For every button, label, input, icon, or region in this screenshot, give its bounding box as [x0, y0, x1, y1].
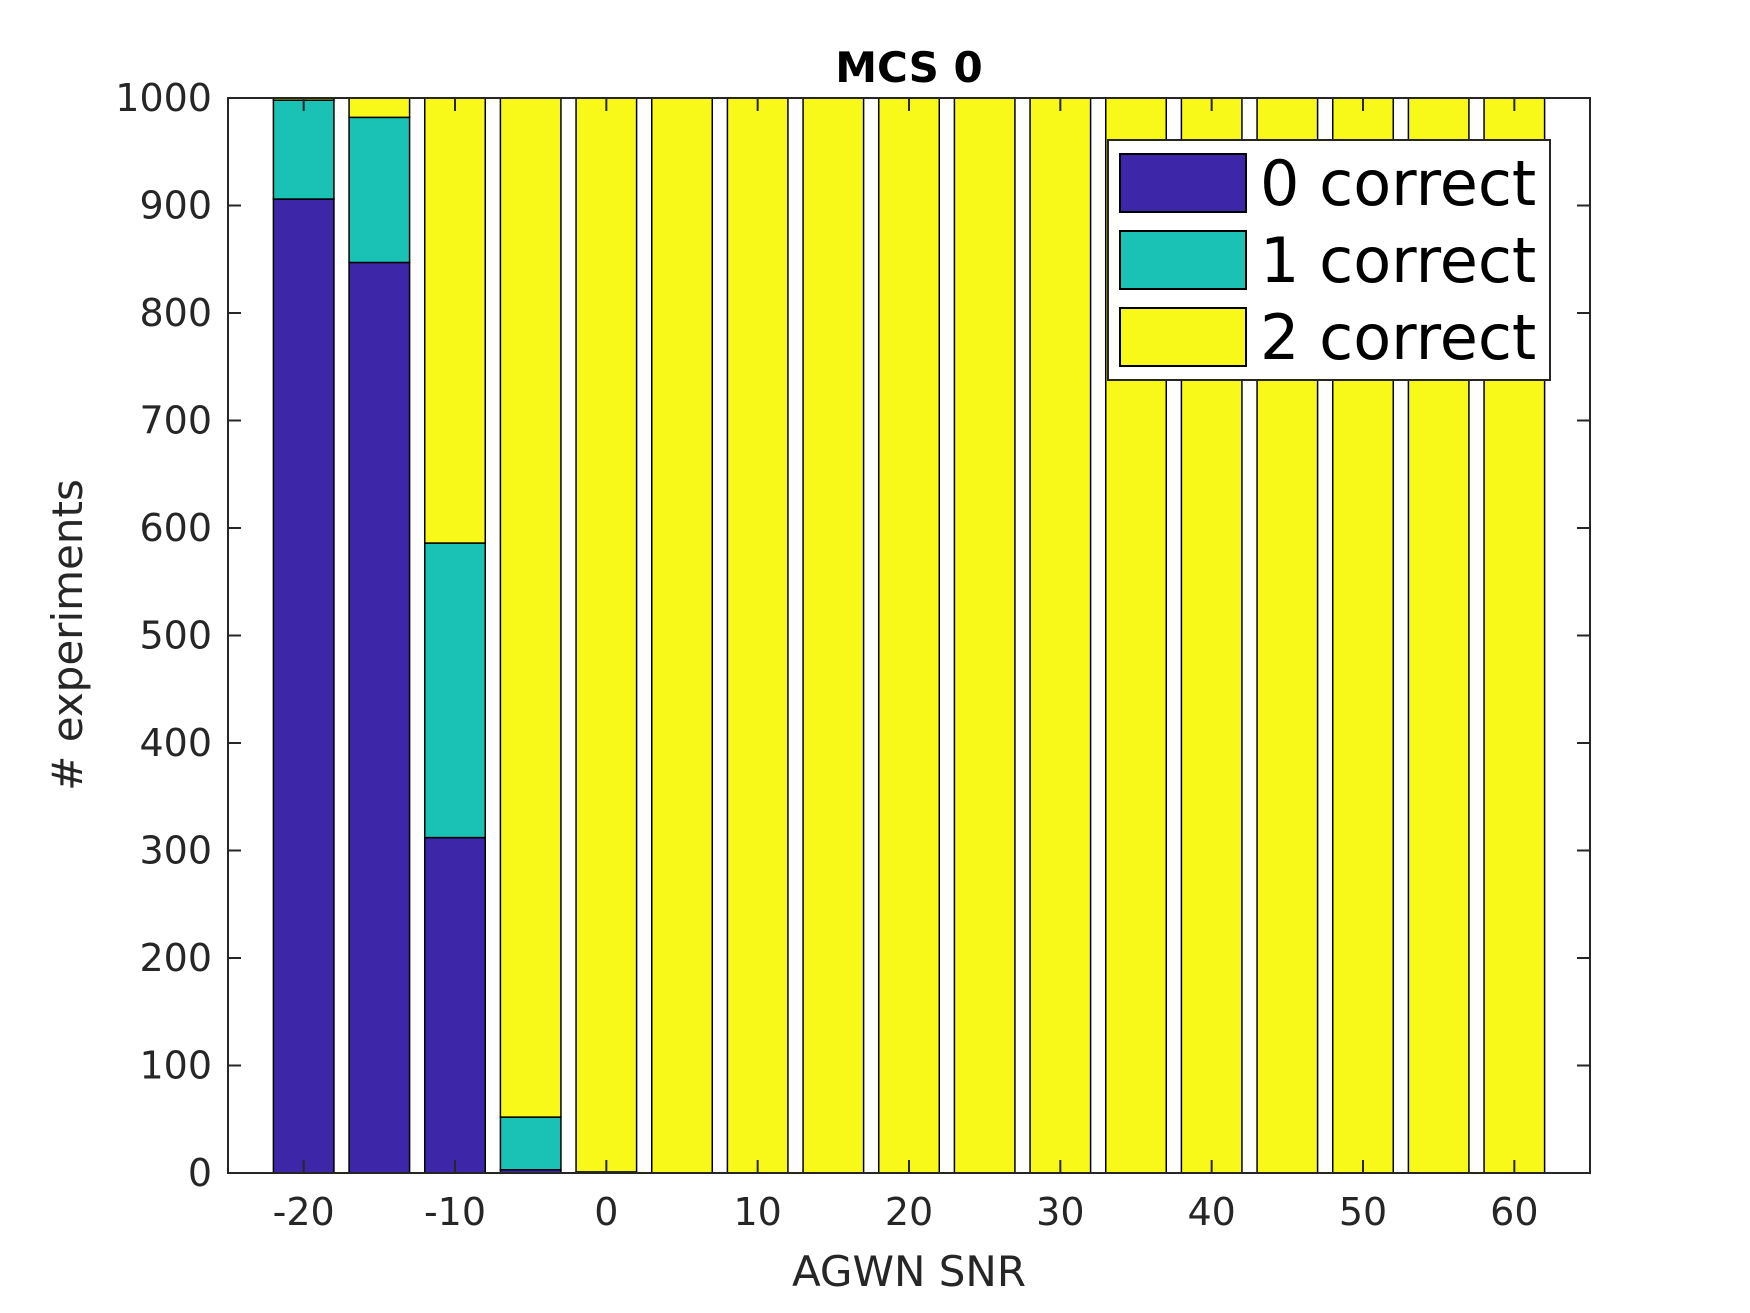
- legend-swatch-2-correct: [1119, 307, 1247, 367]
- bar-2-correct-x0: [575, 97, 638, 1173]
- ticks-group: -20 -10 0 10 20 30 40 50 60010020030040050060070…: [115, 76, 1590, 1234]
- bar-2-correct-x-15: [348, 97, 411, 119]
- bar-0-correct-x-15: [348, 261, 411, 1174]
- bar-2-correct-x20: [877, 97, 941, 1174]
- x-tick-label: 0: [594, 1190, 618, 1234]
- bar-1-correct-x-20: [272, 99, 335, 200]
- bar-2-correct-x-10: [423, 97, 487, 544]
- bar-2-correct-x25: [953, 97, 1016, 1174]
- y-axis-title: # experiments: [43, 479, 92, 791]
- x-tick-label: 40: [1187, 1190, 1235, 1234]
- bar-2-correct-x5: [650, 97, 714, 1174]
- bar-2-correct-x-5: [499, 97, 562, 1118]
- y-tick-label: 900: [139, 184, 212, 228]
- x-tick-label: 60: [1490, 1190, 1538, 1234]
- y-tick-label: 800: [139, 291, 212, 335]
- legend-swatch-0-correct: [1119, 153, 1247, 213]
- legend-swatch-1-correct: [1119, 230, 1247, 290]
- legend-label-2-correct: 2 correct: [1260, 301, 1536, 374]
- chart-title: MCS 0: [835, 43, 983, 92]
- bar-2-correct-x10: [726, 97, 789, 1174]
- x-tick-label: 10: [733, 1190, 781, 1234]
- x-tick-label: 30: [1036, 1190, 1084, 1234]
- bar-1-correct-x-5: [499, 1116, 562, 1171]
- bar-0-correct-x-20: [272, 198, 335, 1174]
- bar-2-correct-x15: [802, 97, 865, 1174]
- y-tick-label: 0: [188, 1151, 212, 1195]
- x-tick-label: -20: [273, 1190, 335, 1234]
- x-tick-label: 50: [1339, 1190, 1387, 1234]
- bar-0-correct-x-10: [423, 836, 487, 1174]
- x-tick-label: -10: [424, 1190, 486, 1234]
- y-tick-label: 100: [139, 1044, 212, 1088]
- y-tick-label: 1000: [115, 76, 212, 120]
- bar-1-correct-x-15: [348, 116, 411, 264]
- y-tick-label: 600: [139, 506, 212, 550]
- y-tick-label: 200: [139, 936, 212, 980]
- y-tick-label: 500: [139, 614, 212, 658]
- y-tick-label: 300: [139, 829, 212, 873]
- x-tick-label: 20: [885, 1190, 933, 1234]
- x-axis-title: AGWN SNR: [792, 1247, 1026, 1296]
- y-tick-label: 700: [139, 399, 212, 443]
- legend-label-0-correct: 0 correct: [1260, 147, 1536, 220]
- legend-label-1-correct: 1 correct: [1260, 224, 1536, 297]
- bar-1-correct-x-10: [423, 542, 487, 839]
- bar-2-correct-x30: [1029, 97, 1092, 1174]
- y-tick-label: 400: [139, 721, 212, 765]
